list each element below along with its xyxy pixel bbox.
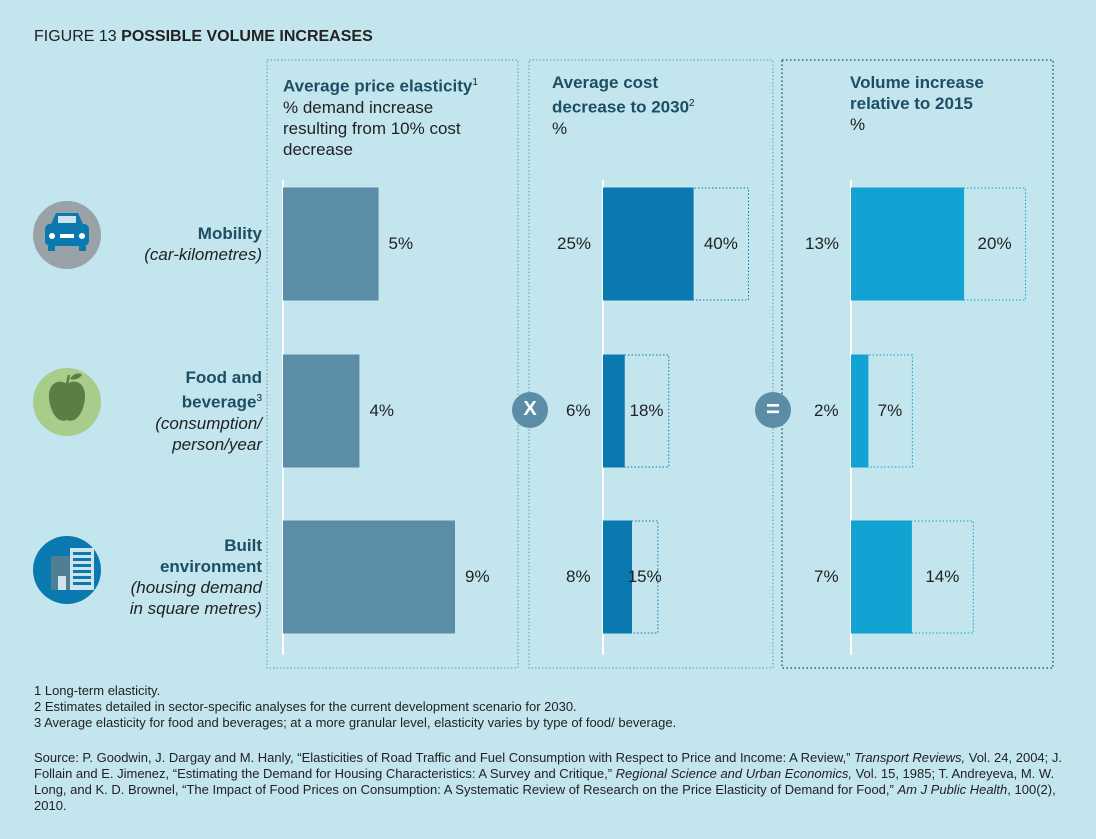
category-name: Food and beverage [181, 368, 262, 412]
bar [603, 187, 694, 301]
category-detail: (housing demand in square metres) [129, 578, 262, 618]
source-part: Transport Reviews, [854, 750, 966, 765]
panel-title: Volume increase relative to 2015 [850, 73, 984, 113]
range-outline [851, 354, 913, 468]
icon-apple [33, 368, 101, 436]
panel-border [528, 59, 774, 669]
value-label: 7% [814, 567, 839, 586]
source: Source: P. Goodwin, J. Dargay and M. Han… [34, 750, 1064, 814]
value-label: 13% [805, 234, 840, 253]
panel-header: Volume increase relative to 2015% [850, 72, 1025, 135]
icon-building [33, 536, 101, 604]
source-part: Vol. 24, 2004; J. Follain and E. Jimenez… [34, 750, 1062, 781]
value-label: 15% [627, 567, 662, 586]
range-outline [851, 520, 974, 634]
panel-header: Average price elasticity1 % demand increa… [283, 72, 498, 160]
operator-x-mark [512, 392, 548, 428]
category-detail: (car-kilometres) [144, 245, 262, 264]
bar [283, 520, 455, 634]
panel-header: Average cost decrease to 20302% [552, 72, 727, 139]
category-name: Mobility [197, 224, 262, 243]
figure-title: FIGURE 13 POSSIBLE VOLUME INCREASES [34, 28, 373, 46]
bar [851, 520, 912, 634]
bar [603, 520, 632, 634]
source-part: Source: P. Goodwin, J. Dargay and M. Han… [34, 750, 855, 765]
category-label: Food and beverage3 (consumption/ person/y… [122, 367, 262, 455]
value-label: 6% [566, 401, 591, 420]
value-label: 25% [557, 234, 592, 253]
operator-eq: = [765, 396, 780, 423]
bar [283, 187, 379, 301]
footnote: 1 Long-term elasticity. [34, 683, 161, 698]
value-label: 18% [629, 401, 664, 420]
bar [851, 354, 869, 468]
value-label: 4% [369, 401, 395, 420]
panel-title: Average price elasticity [283, 76, 473, 96]
value-label: 40% [703, 234, 738, 253]
value-label: 8% [566, 567, 591, 586]
panel-subtitle: % [850, 115, 866, 134]
panel-title: Average cost decrease to 2030 [552, 73, 690, 117]
source-part: Regional Science and Urban Economics, [615, 766, 852, 781]
category-label: Mobility (car-kilometres) [122, 223, 262, 265]
bar [283, 354, 360, 468]
figure-label: FIGURE 13 [34, 28, 117, 45]
footnotes: 1 Long-term elasticity. 2 Estimates deta… [34, 683, 1064, 731]
footnote: 3 Average elasticity for food and bevera… [34, 715, 677, 730]
value-label: 5% [388, 234, 414, 253]
operator-x: X [523, 398, 537, 420]
note-ref: 1 [472, 77, 478, 88]
source-part: , 100(2), 2010. [34, 782, 1056, 813]
title: POSSIBLE VOLUME INCREASES [121, 28, 373, 45]
category-label: Built environment (housing demand in squa… [122, 535, 262, 619]
source-part: Vol. 15, 1985; T. Andreyeva, M. W. Long,… [34, 766, 1055, 797]
note-ref: 3 [256, 393, 262, 404]
panel-subtitle: % [552, 118, 568, 138]
value-label: 2% [814, 401, 839, 420]
panel-border [266, 59, 519, 669]
value-label: 7% [877, 401, 903, 420]
note-ref: 2 [689, 98, 695, 109]
panel-subtitle: % demand increase resulting from 10% cos… [283, 97, 461, 159]
operator-eq-mark [755, 392, 791, 428]
source-part: Am J Public Health [897, 782, 1008, 797]
value-label: 20% [977, 234, 1012, 253]
value-label: 14% [925, 567, 960, 586]
bar [603, 354, 625, 468]
footnote: 2 Estimates detailed in sector-specific … [34, 699, 577, 714]
bar [851, 187, 965, 301]
category-name: Built environment [159, 536, 262, 576]
category-detail: (consumption/ person/year [155, 413, 262, 454]
value-label: 9% [465, 567, 490, 586]
icon-car [33, 201, 101, 269]
